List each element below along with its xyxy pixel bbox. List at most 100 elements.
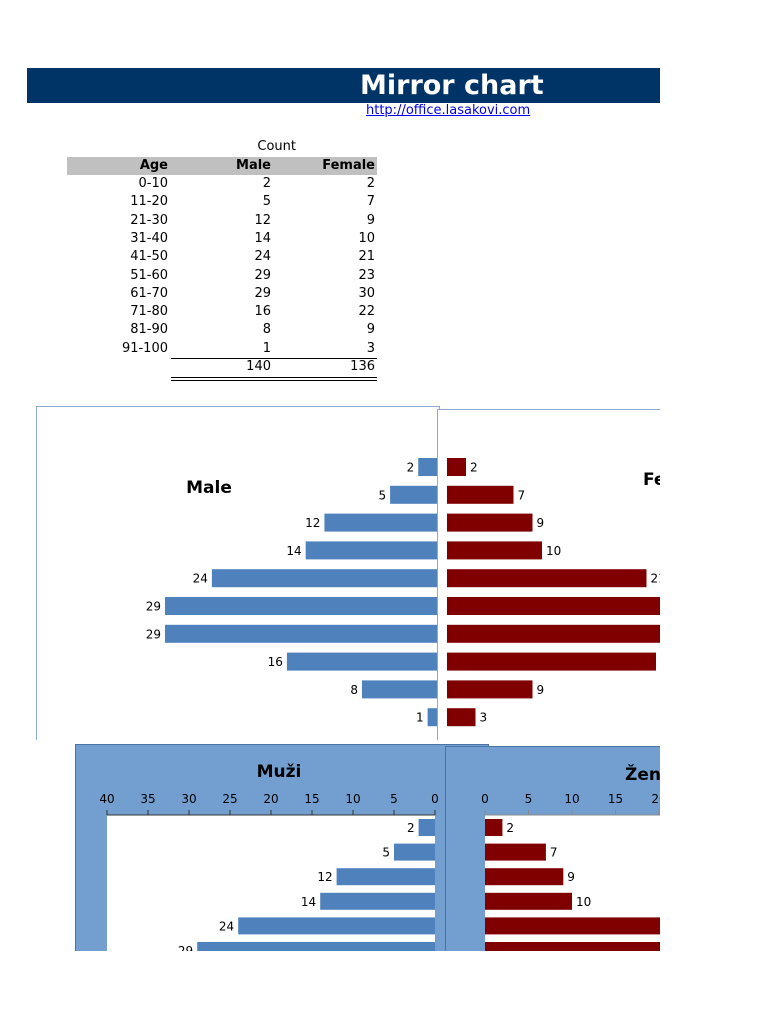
- table-cell: 23: [358, 267, 375, 283]
- muzi-data-label: 29: [178, 944, 193, 951]
- muzi-bar: [418, 819, 435, 836]
- table-cell: 2: [262, 176, 271, 191]
- page-title: Mirror chart: [360, 70, 544, 101]
- zeny-tick-label: 15: [608, 792, 623, 806]
- male-bar: [324, 513, 437, 532]
- female-data-label: 3: [480, 711, 488, 725]
- female-data-label: 21: [651, 572, 661, 586]
- count-header: Count: [257, 139, 296, 154]
- total-cell: 140: [246, 359, 271, 374]
- female-bar: [447, 485, 514, 504]
- zeny-tick-label: 0: [481, 792, 489, 806]
- table-cell: 2: [366, 176, 375, 191]
- zeny-title: Ženy: [625, 763, 660, 785]
- muzi-tick-label: 15: [304, 792, 319, 806]
- female-bar: [447, 624, 660, 643]
- table-cell: 10: [358, 230, 375, 246]
- male-bar: [305, 541, 437, 560]
- total-cell: 136: [350, 359, 375, 374]
- male-bar: [418, 458, 437, 476]
- female-bar: [447, 597, 660, 615]
- zeny-tick-label: 20: [651, 792, 660, 806]
- male-data-label: 24: [193, 572, 208, 586]
- total-rule: [171, 380, 377, 381]
- muzi-data-label: 12: [317, 870, 332, 884]
- male-bar: [427, 708, 437, 727]
- muzi-tick-label: 0: [431, 792, 439, 806]
- column-header: Female: [322, 158, 375, 173]
- table-cell: 3: [366, 340, 375, 356]
- male-bar: [286, 652, 437, 671]
- male-data-label: 8: [350, 683, 358, 697]
- muzi-data-label: 2: [407, 821, 415, 835]
- total-rule: [171, 358, 377, 359]
- table-cell: 24: [254, 249, 271, 265]
- table-cell: 29: [254, 285, 271, 301]
- table-cell: 41-50: [130, 249, 168, 265]
- table-cell: 1: [262, 340, 271, 356]
- zeny-data-label: 9: [567, 870, 575, 884]
- muzi-tick-label: 25: [222, 792, 237, 806]
- table-cell: 5: [262, 194, 271, 210]
- table-cell: 71-80: [130, 304, 168, 320]
- female-bar: [447, 569, 647, 588]
- female-data-label: 10: [546, 544, 561, 558]
- female-bar: [447, 708, 476, 727]
- zeny-data-label: 2: [506, 821, 514, 835]
- table-cell: 21: [358, 249, 375, 265]
- zeny-bar: [485, 868, 564, 886]
- table-cell: 30: [358, 285, 375, 301]
- table-cell: 8: [262, 322, 271, 338]
- muzi-data-label: 14: [301, 895, 316, 909]
- muzi-bar: [320, 892, 435, 910]
- male-bar: [164, 597, 438, 615]
- female-data-label: 2: [470, 461, 478, 475]
- table-cell: 61-70: [130, 285, 168, 301]
- zeny-bar: [485, 942, 660, 951]
- table-cell: 81-90: [130, 322, 168, 338]
- female-bar: [447, 652, 656, 671]
- zeny-bar: [485, 892, 572, 910]
- zeny-data-label: 7: [550, 846, 558, 860]
- female-bar: [447, 513, 533, 532]
- male-data-label: 1: [416, 711, 424, 725]
- male-data-label: 16: [268, 655, 283, 669]
- male-data-label: 2: [407, 461, 415, 475]
- muzi-tick-label: 30: [181, 792, 196, 806]
- zeny-bar: [485, 819, 503, 836]
- table-cell: 21-30: [130, 212, 168, 228]
- table-cell: 12: [254, 212, 271, 228]
- table-cell: 22: [358, 304, 375, 320]
- male-bar: [211, 569, 437, 588]
- table-cell: 31-40: [130, 230, 168, 246]
- table-header-bar: [67, 157, 377, 175]
- muzi-data-label: 5: [382, 846, 390, 860]
- zeny-tick-label: 10: [564, 792, 579, 806]
- table-cell: 14: [254, 230, 271, 246]
- female-bar: [447, 458, 466, 476]
- mirror-chart-1: MaleFemale251214242929168127910212330229…: [36, 406, 661, 740]
- table-cell: 9: [366, 322, 375, 338]
- zeny-bar: [485, 917, 660, 935]
- table-cell: 0-10: [138, 176, 168, 191]
- table-cell: 91-100: [121, 340, 168, 356]
- male-bar: [164, 624, 438, 643]
- table-cell: 9: [366, 212, 375, 228]
- column-header: Male: [236, 158, 271, 173]
- male-data-label: 12: [305, 516, 320, 530]
- table-cell: 11-20: [130, 194, 168, 210]
- table-cell: 51-60: [130, 267, 168, 283]
- website-link[interactable]: http://office.lasakovi.com: [366, 103, 531, 118]
- table-cell: 7: [366, 194, 375, 210]
- male-data-label: 5: [378, 488, 386, 502]
- female-data-label: 9: [537, 683, 545, 697]
- muzi-bar: [336, 868, 435, 886]
- table-cell: 29: [254, 267, 271, 283]
- muzi-data-label: 24: [219, 919, 234, 933]
- total-rule: [171, 377, 377, 378]
- female-data-label: 7: [518, 488, 526, 502]
- muzi-tick-label: 10: [345, 792, 360, 806]
- muzi-tick-label: 20: [263, 792, 278, 806]
- female-bar: [447, 680, 533, 699]
- muzi-tick-label: 35: [140, 792, 155, 806]
